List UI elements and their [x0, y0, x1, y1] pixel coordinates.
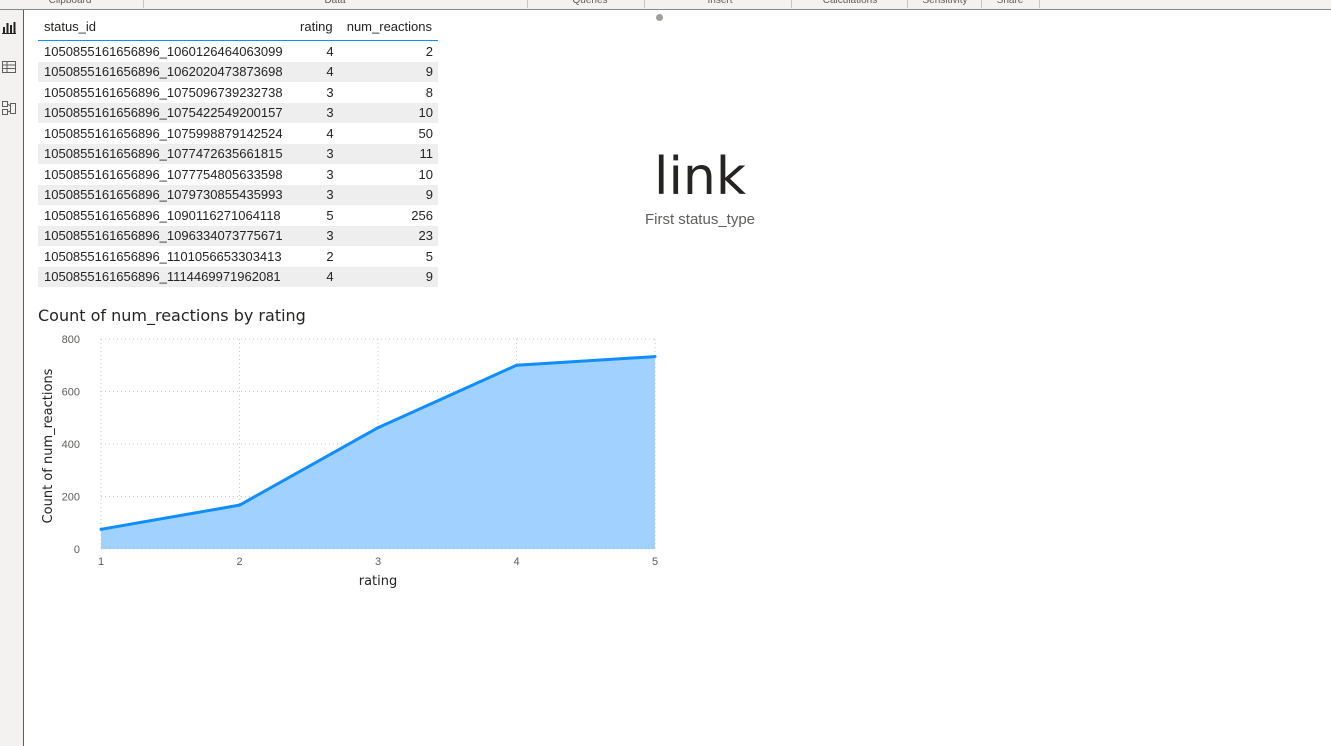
cell-num-reactions: 10 [338, 102, 438, 123]
table-row[interactable]: 1050855161656896_1079730855435993 3 9 [38, 184, 438, 205]
cell-status-id: 1050855161656896_1077754805633598 [44, 166, 283, 182]
cell-rating: 4 [326, 43, 334, 59]
x-tick-label: 1 [98, 556, 104, 568]
table-row[interactable]: 1050855161656896_1096334073775671 3 23 [38, 225, 438, 246]
y-tick-label: 0 [74, 544, 80, 556]
y-axis-title: Count of num_reactions [41, 368, 56, 523]
data-point [653, 355, 657, 359]
cell-num-reactions: 256 [411, 207, 433, 223]
x-tick-label: 2 [236, 556, 242, 568]
visual-resize-handle[interactable] [656, 14, 663, 21]
y-tick-label: 200 [62, 492, 80, 504]
cell-rating: 4 [293, 61, 339, 82]
ribbon-group-label: Queries [572, 0, 608, 6]
cell-num-reactions: 9 [338, 266, 438, 287]
cell-status-id: 1050855161656896_1075998879142524 [44, 125, 283, 141]
cell-status-id: 1050855161656896_1096334073775671 [38, 225, 294, 246]
cell-num-reactions: 5 [425, 248, 433, 264]
column-header-status-id[interactable]: status_id [38, 12, 294, 41]
cell-status-id: 1050855161656896_1101056653303413 [44, 248, 282, 264]
table-row[interactable]: 1050855161656896_1077754805633598 3 10 [38, 164, 438, 185]
cell-status-id: 1050855161656896_1075422549200157 [38, 102, 294, 123]
table-row[interactable]: 1050855161656896_1075998879142524 4 50 [38, 123, 438, 144]
cell-rating: 3 [293, 184, 339, 205]
table-row[interactable]: 1050855161656896_1114469971962081 4 9 [38, 266, 438, 287]
cell-status-id: 1050855161656896_1060126464063099 [44, 43, 283, 59]
x-tick-label: 3 [375, 556, 381, 568]
y-tick-label: 600 [62, 387, 80, 399]
ribbon-group-label: Data [324, 0, 346, 6]
x-tick-label: 4 [513, 556, 519, 568]
card-value: link [654, 147, 746, 207]
cell-status-id: 1050855161656896_1090116271064118 [44, 207, 281, 223]
cell-status-id: 1050855161656896_1079730855435993 [38, 184, 294, 205]
data-point [376, 426, 380, 430]
ribbon-separator [527, 0, 528, 8]
table-row[interactable]: 1050855161656896_1075422549200157 3 10 [38, 102, 438, 123]
ribbon-separator [143, 0, 144, 8]
cell-status-id: 1050855161656896_1062020473873698 [38, 61, 294, 82]
table-row[interactable]: 1050855161656896_1075096739232738 3 8 [38, 82, 438, 103]
chart-title: Count of num_reactions by rating [38, 306, 306, 325]
table-row[interactable]: 1050855161656896_1090116271064118 5 256 [38, 205, 438, 226]
y-tick-label: 400 [62, 439, 80, 451]
cell-num-reactions: 10 [418, 166, 433, 182]
table-header-row: status_id rating num_reactions [38, 12, 438, 41]
cell-rating: 2 [326, 248, 334, 264]
ribbon-separator [981, 0, 982, 8]
column-header-num-reactions[interactable]: num_reactions [338, 12, 438, 41]
y-tick-label: 800 [62, 334, 80, 346]
table-row[interactable]: 1050855161656896_1101056653303413 2 5 [38, 246, 438, 267]
ribbon-group-label: Calculations [822, 0, 878, 6]
column-header-rating[interactable]: rating [293, 12, 339, 41]
ribbon-group-labels: Clipboard Data Queries Insert Calculations Se… [0, 0, 1331, 10]
cell-rating: 3 [293, 102, 339, 123]
data-point [238, 503, 241, 507]
cell-rating: 3 [293, 143, 339, 164]
cell-num-reactions: 9 [338, 184, 438, 205]
ribbon-group-label: Sensitivity [922, 0, 968, 6]
cell-status-id: 1050855161656896_1075096739232738 [44, 84, 283, 100]
ribbon-separator [1039, 0, 1040, 8]
ribbon-group-label: Clipboard [48, 0, 92, 6]
data-point [99, 527, 103, 531]
table-row[interactable]: 1050855161656896_1060126464063099 4 2 [38, 41, 438, 62]
cell-num-reactions: 50 [418, 125, 433, 141]
ribbon-separator [644, 0, 645, 8]
ribbon-separator [907, 0, 908, 8]
table-visual[interactable]: status_id rating num_reactions 105085516… [38, 12, 438, 287]
cell-rating: 5 [326, 207, 334, 223]
cell-rating: 4 [326, 125, 334, 141]
cell-status-id: 1050855161656896_1077472635661815 [38, 143, 294, 164]
model-view-icon[interactable] [2, 100, 16, 115]
cell-rating: 3 [293, 225, 339, 246]
card-visual[interactable]: link First status_type [560, 145, 840, 228]
table-row[interactable]: 1050855161656896_1077472635661815 3 11 [38, 143, 438, 164]
cell-rating: 4 [293, 266, 339, 287]
view-rail [0, 10, 24, 746]
cell-num-reactions: 8 [425, 84, 433, 100]
cell-num-reactions: 11 [338, 143, 438, 164]
x-tick-label: 5 [652, 556, 658, 568]
series-area [101, 356, 655, 549]
data-point [515, 363, 518, 367]
ribbon-group-label: Insert [707, 0, 733, 6]
table-row[interactable]: 1050855161656896_1062020473873698 4 9 [38, 61, 438, 82]
cell-rating: 3 [326, 84, 334, 100]
cell-num-reactions: 23 [338, 225, 438, 246]
x-axis-title: rating [359, 574, 398, 589]
area-chart[interactable]: 0 200 400 600 800 1 2 3 4 5 rating Count of num_rea… [30, 328, 670, 598]
data-table: status_id rating num_reactions 105085516… [38, 12, 438, 287]
card-label: First status_type [644, 211, 756, 228]
cell-num-reactions: 2 [425, 43, 433, 59]
ribbon-group-label: Share [996, 0, 1024, 6]
report-view-icon[interactable] [2, 20, 16, 34]
report-canvas [24, 10, 1331, 746]
cell-status-id: 1050855161656896_1114469971962081 [38, 266, 294, 287]
table-view-icon[interactable] [2, 60, 16, 74]
cell-num-reactions: 9 [338, 61, 438, 82]
ribbon-separator [791, 0, 792, 8]
cell-rating: 3 [326, 166, 334, 182]
